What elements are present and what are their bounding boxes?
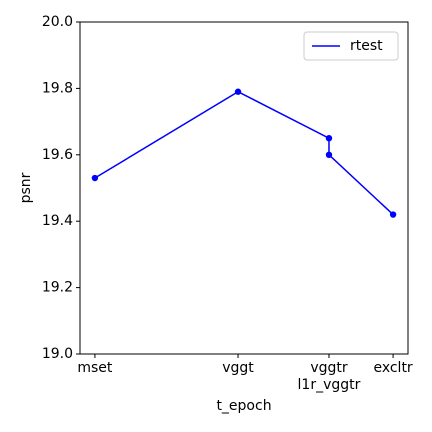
x-tick-label: l1r_vggtr	[298, 377, 361, 393]
point	[234, 88, 242, 95]
point	[325, 151, 333, 158]
y-tick-label: 19.2	[42, 280, 73, 296]
point	[91, 174, 99, 182]
x-tick-label: vggtr	[310, 360, 348, 376]
series-line	[94, 90, 394, 216]
axes-frame	[79, 21, 409, 355]
x-axis-label: t_epoch	[216, 398, 271, 414]
y-tick-label: 19.8	[42, 80, 73, 96]
y-tick-label: 19.0	[42, 346, 73, 362]
point	[325, 135, 333, 142]
x-tick-label: mset	[77, 360, 113, 376]
y-axis-label: psnr	[18, 172, 34, 203]
legend-box	[303, 31, 399, 61]
legend-label: rtest	[350, 38, 383, 54]
point	[389, 211, 397, 218]
y-tick-label: 19.4	[42, 213, 73, 229]
x-tick-label: excltr	[373, 360, 412, 376]
y-tick-label: 19.6	[42, 147, 73, 163]
y-tick-label: 20.0	[42, 14, 73, 30]
x-tick-label: vggt	[222, 360, 254, 376]
